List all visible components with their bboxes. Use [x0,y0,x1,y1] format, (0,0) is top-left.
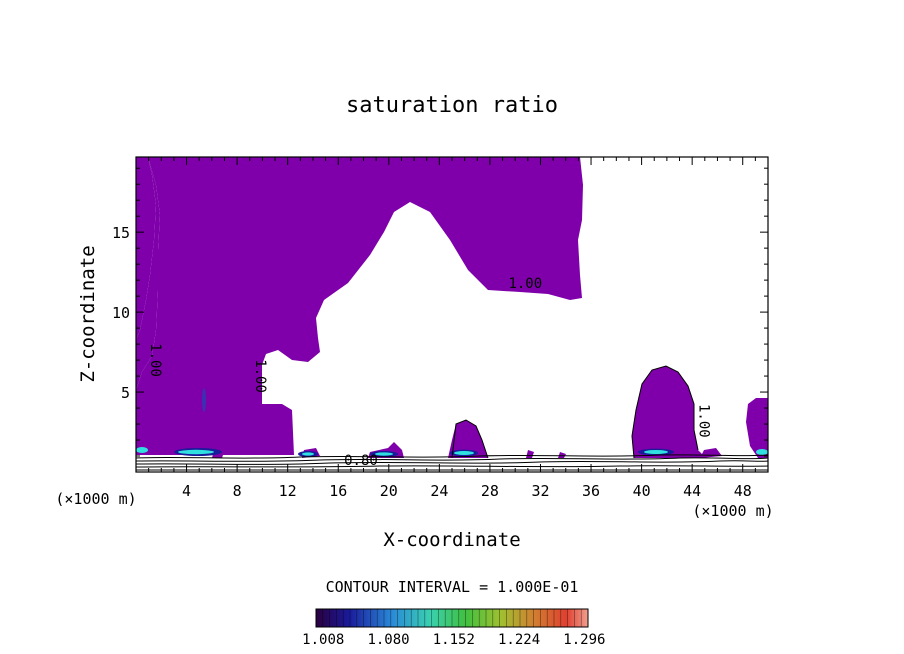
supersaturated-region-right-edge [746,398,768,458]
supersaturated-region-main [136,157,583,455]
contour-line-1.00 [631,365,699,459]
colorbar-tick-label: 1.152 [433,632,475,648]
contour-label: 1.00 [147,343,163,377]
supersaturated-region-bump-42 [632,366,706,458]
colorbar-tick-label: 1.296 [563,632,605,648]
contour-line [136,460,768,465]
supersaturated-blob [558,452,566,458]
y-tick-label: 10 [112,304,130,322]
x-tick-label: 36 [582,482,600,500]
contour-label: 1.00 [508,276,542,292]
colorbar-stripes [322,609,582,627]
contour-labels: 1.00 1.00 1.00 1.00 0.80 [147,276,712,469]
x-axis-label: X-coordinate [383,529,520,551]
contour-line [136,454,768,459]
contour-interval-label: CONTOUR INTERVAL = 1.000E-01 [326,578,579,596]
x-tick-label: 12 [279,482,297,500]
x-tick-label: 40 [633,482,651,500]
high-saturation-core [644,450,668,454]
high-saturation-core [454,451,474,455]
x-tick-label: 16 [329,482,347,500]
x-unit-label-left: (×1000 m) [55,490,136,508]
colorbar-tick-label: 1.080 [367,632,409,648]
x-tick-label: 48 [734,482,752,500]
chart-title: saturation ratio [346,93,558,118]
contour-line [136,457,768,462]
x-tick-label: 8 [233,482,242,500]
x-tick-label: 4 [182,482,191,500]
high-saturation-core [136,447,148,453]
high-saturation-core [756,449,768,455]
x-tick-label: 32 [531,482,549,500]
contour-line-1.00 [451,419,489,459]
plot-area: 1.00 1.001.001.000.80 4 8 12 16 20 24 28 32 36 40 4… [112,156,769,500]
x-unit-label-right: (×1000 m) [692,502,773,520]
contour-label: 1.00 [696,404,712,438]
colorbar-tick-label: 1.008 [302,632,344,648]
high-saturation-core [302,452,314,456]
x-tick-label: 20 [380,482,398,500]
y-axis-label: Z-coordinate [77,245,99,382]
colorbar: 1.008 1.080 1.152 1.224 1.296 [302,608,605,648]
high-saturation-core [202,388,206,412]
high-saturation-core [375,452,393,456]
x-tick-label: 44 [683,482,701,500]
x-tick-label: 28 [481,482,499,500]
supersaturated-region-main-fill [136,157,160,390]
x-tick-label: 24 [430,482,448,500]
contour-line [136,465,768,468]
contour-label: 1.00 [252,359,268,393]
contour-label: 0.80 [344,453,378,469]
high-saturation-core [178,449,214,455]
y-tick-label: 5 [121,384,130,402]
colorbar-tick-label: 1.224 [498,632,540,648]
y-tick-label: 15 [112,224,130,242]
supersaturated-region-bump-26 [448,420,488,458]
colorbar-tick-labels: 1.008 1.080 1.152 1.224 1.296 [302,632,605,648]
